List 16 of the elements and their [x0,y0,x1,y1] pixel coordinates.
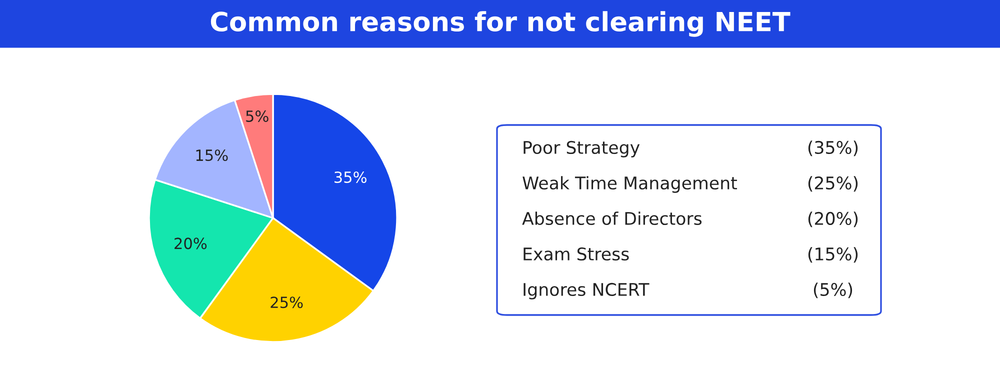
text: Poor Strategy [524,140,640,158]
text: Common reasons for not clearing NEET [210,11,790,37]
text: Exam Stress [524,247,629,261]
text: Absence of Directors [522,212,702,226]
text: (25%) [808,176,858,192]
data-label: 20% [174,238,207,250]
data-label: 15% [196,149,228,162]
text: (35%) [808,140,858,156]
data-label: 35% [334,171,366,184]
text: (5%) [814,282,852,298]
text: (15%) [808,247,858,263]
text: Weak Time Management [522,176,737,193]
text: Ignores NCERT [524,282,650,300]
data-label: 5% [246,110,268,122]
data-label: 25% [270,296,303,308]
text: (20%) [808,212,858,228]
